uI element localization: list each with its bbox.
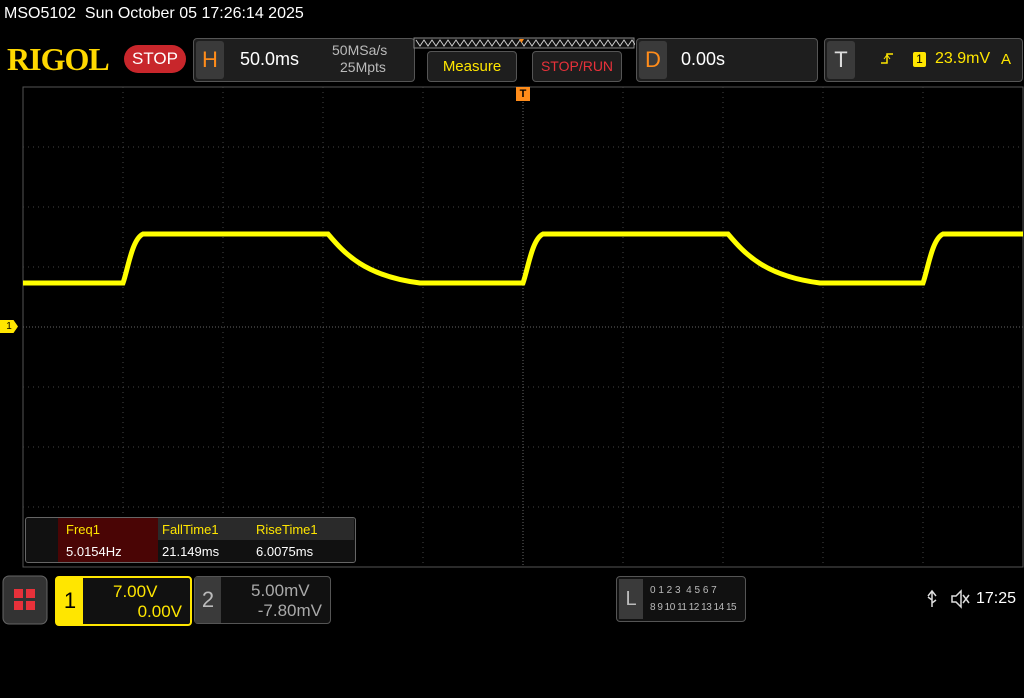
- sample-rate: 50MSa/s: [332, 42, 388, 58]
- channel2-panel[interactable]: 2 5.00mV -7.80mV: [194, 576, 331, 624]
- channel1-label: 1: [57, 578, 83, 624]
- measurement-header: FallTime1: [162, 522, 219, 537]
- channel2-offset: -7.80mV: [257, 601, 322, 620]
- stop-run-button[interactable]: STOP/RUN: [532, 51, 622, 82]
- clock: 17:25: [976, 590, 1017, 607]
- run-state: STOP: [124, 45, 186, 73]
- measurement-value: 21.149ms: [162, 544, 220, 559]
- status-icons: [927, 589, 970, 609]
- menu-button[interactable]: [2, 575, 48, 625]
- timebase: 50.0ms: [240, 49, 300, 69]
- measurement-panel: Freq1 FallTime1 RiseTime1 5.0154Hz 21.14…: [25, 517, 356, 563]
- trigger-channel: 1: [913, 52, 926, 67]
- edge-icon: [881, 53, 893, 64]
- channel1-panel[interactable]: 1 7.00V 0.00V: [55, 576, 192, 626]
- horizontal-label: H: [196, 41, 224, 79]
- horizontal-panel[interactable]: H 50.0ms 50MSa/s 25Mpts: [193, 38, 415, 82]
- measurement-header: RiseTime1: [256, 522, 318, 537]
- memory-bar: [413, 37, 635, 49]
- oscilloscope-screen: MSO5102 Sun October 05 17:26:14 2025 RIG…: [0, 5, 1024, 626]
- delay-panel[interactable]: D 0.00s: [636, 38, 818, 82]
- channel2-scale: 5.00mV: [251, 581, 310, 600]
- trigger-position-marker: T: [516, 87, 530, 101]
- trigger-panel[interactable]: T 1 23.9mV A: [824, 38, 1023, 82]
- delay-value: 0.00s: [681, 49, 726, 69]
- channel1-marker: 1: [0, 320, 18, 333]
- channel1-trace: [23, 231, 1023, 286]
- trigger-mode: A: [1001, 51, 1012, 68]
- channel1-scale: 7.00V: [113, 582, 158, 601]
- logic-label: L: [619, 579, 643, 619]
- status-line: MSO5102 Sun October 05 17:26:14 2025: [4, 5, 304, 22]
- trigger-level: 23.9mV: [935, 50, 991, 67]
- measurement-value: 5.0154Hz: [66, 544, 122, 559]
- logic-panel[interactable]: L 0 1 2 3 4 5 6 7 8 9 10 11 12 13 14 15: [616, 576, 746, 622]
- memory-depth: 25Mpts: [340, 59, 386, 75]
- waveform-display: [22, 86, 1024, 568]
- channel1-offset: 0.00V: [137, 602, 182, 621]
- delay-label: D: [639, 41, 667, 79]
- measure-button[interactable]: Measure: [427, 51, 517, 82]
- measurement-value: 6.0075ms: [256, 544, 314, 559]
- logic-channels: 0 1 2 3 4 5 6 7: [650, 585, 717, 596]
- trigger-label: T: [827, 41, 855, 79]
- logic-channels: 8 9 10 11 12 13 14 15: [650, 602, 737, 613]
- logo: RIGOL: [7, 41, 110, 77]
- measurement-header: Freq1: [66, 522, 100, 537]
- channel2-label: 2: [195, 577, 221, 623]
